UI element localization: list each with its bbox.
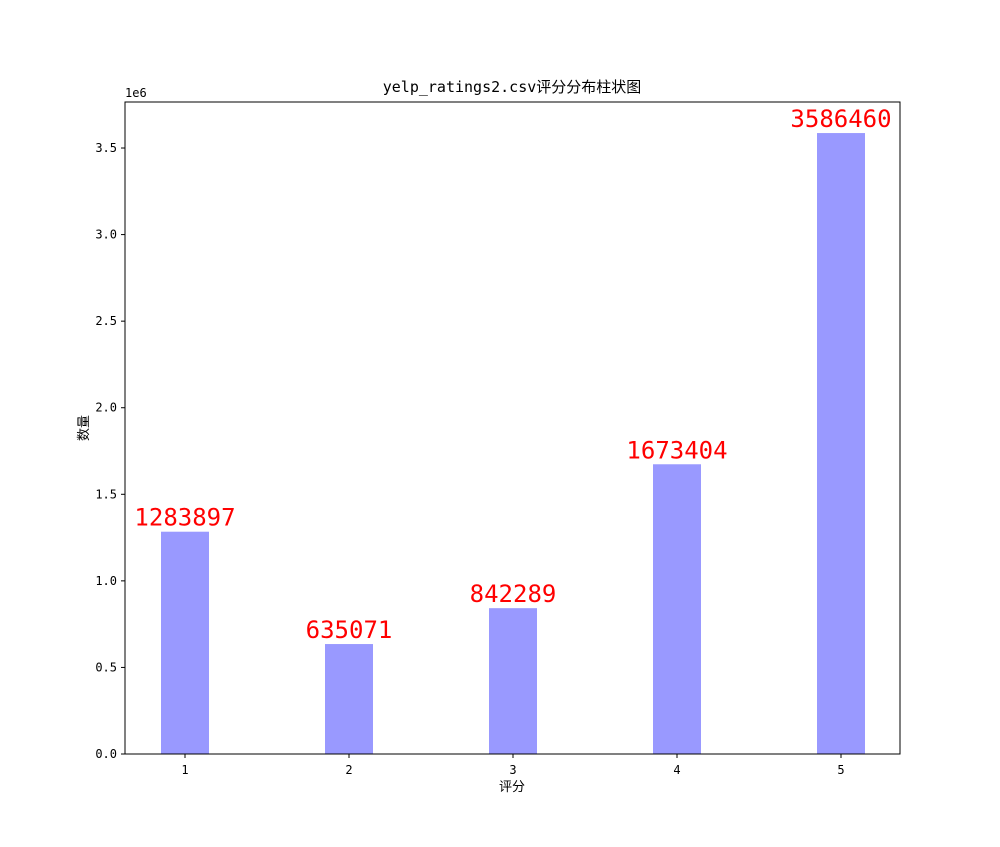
x-tick-label: 4 xyxy=(673,763,680,777)
bars-group xyxy=(161,133,865,755)
data-label-rating-4: 1673404 xyxy=(626,436,727,464)
data-label-rating-3: 842289 xyxy=(470,580,557,608)
y-tick-label: 2.5 xyxy=(95,314,117,328)
bar-rating-2 xyxy=(325,644,373,754)
bar-rating-1 xyxy=(161,531,209,754)
y-axis-label: 数量 xyxy=(77,415,92,441)
y-offset-label: 1e6 xyxy=(125,86,147,100)
bar-rating-5 xyxy=(817,133,865,755)
x-tick-label: 5 xyxy=(837,763,844,777)
bar-rating-3 xyxy=(489,608,537,754)
y-tick-label: 3.5 xyxy=(95,141,117,155)
data-label-rating-1: 1283897 xyxy=(134,504,235,532)
data-label-rating-2: 635071 xyxy=(306,616,393,644)
y-tick-label: 0.5 xyxy=(95,660,117,674)
y-tick-label: 3.0 xyxy=(95,228,117,242)
plot-frame xyxy=(124,101,901,755)
y-tick-label: 1.0 xyxy=(95,574,117,588)
x-tick-label: 3 xyxy=(509,763,516,777)
x-axis-label: 评分 xyxy=(499,780,525,795)
chart-title: yelp_ratings2.csv评分分布柱状图 xyxy=(383,78,642,96)
data-labels-group: 1283897 635071 842289 1673404 3586460 xyxy=(134,105,891,644)
y-tick-label: 0.0 xyxy=(95,747,117,761)
y-tick-label: 2.0 xyxy=(95,401,117,415)
x-tick-label: 1 xyxy=(181,763,188,777)
y-tick-label: 1.5 xyxy=(95,487,117,501)
x-tick-label: 2 xyxy=(345,763,352,777)
ticks-group: 1 2 3 4 5 0.0 0.5 1.0 1.5 2.0 2.5 3.0 3.5 xyxy=(95,141,844,777)
data-label-rating-5: 3586460 xyxy=(790,105,891,133)
bar-rating-4 xyxy=(653,464,701,754)
